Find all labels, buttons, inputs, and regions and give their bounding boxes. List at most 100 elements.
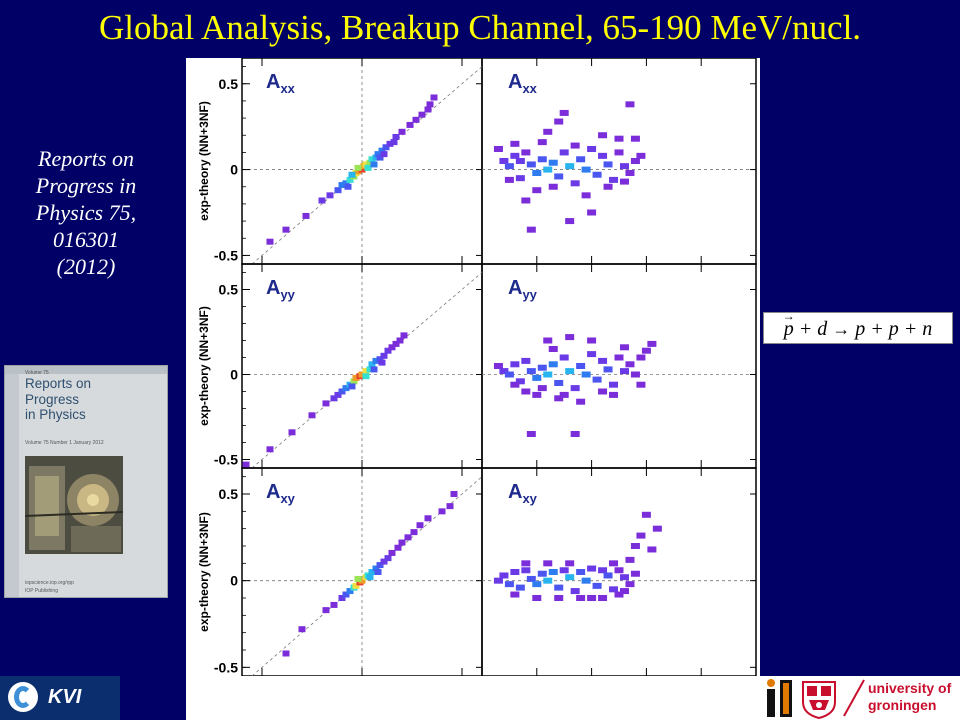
heatmap-cell: [526, 226, 536, 233]
heatmap-cell: [614, 354, 624, 361]
heatmap-cell: [362, 373, 370, 380]
heatmap-cell: [554, 173, 564, 180]
heatmap-cell: [548, 346, 558, 352]
heatmap-cell: [581, 371, 591, 378]
heatmap-cell: [400, 332, 408, 339]
heatmap-cell: [625, 556, 635, 563]
heatmap-cell: [380, 352, 388, 359]
cover-photo: [25, 456, 123, 554]
y-tick-label: 0: [230, 367, 238, 383]
heatmap-cell: [619, 588, 629, 595]
heatmap-cell: [521, 560, 531, 567]
heatmap-cell: [282, 226, 290, 233]
heatmap-cell: [376, 356, 384, 363]
panel-label: Axx: [266, 71, 296, 96]
heatmap-cell: [614, 567, 624, 574]
reaction-plus: +: [798, 318, 813, 340]
heatmap-cell: [598, 388, 608, 395]
heatmap-cell: [510, 361, 520, 368]
heatmap-cell: [609, 381, 619, 388]
heatmap-cell: [532, 187, 542, 194]
heatmap-cell: [543, 577, 553, 584]
heatmap-cell: [570, 385, 580, 392]
heatmap-cell: [587, 145, 597, 152]
chart-svg: -0.5 0 0.5 exp-theory (NN+3NF) Axx Axx -0.5 0 0.…: [197, 58, 757, 715]
panel-label: Ayy: [266, 277, 296, 302]
heatmap-cell: [614, 149, 624, 156]
heatmap-cell: [364, 164, 372, 171]
heatmap-cell: [598, 595, 608, 601]
heatmap-cell: [366, 159, 374, 166]
heatmap-cell: [366, 574, 374, 581]
heatmap-cell: [338, 388, 346, 395]
heatmap-cell: [614, 135, 624, 142]
heatmap-cell: [348, 383, 356, 390]
heatmap-cell: [396, 337, 404, 344]
heatmap-cell: [521, 197, 531, 204]
heatmap-cell: [510, 381, 520, 388]
heatmap-cell: [282, 650, 290, 657]
heatmap-cell: [630, 135, 640, 142]
heatmap-cell: [392, 133, 400, 140]
y-axis-label: exp-theory (NN+3NF): [197, 306, 211, 426]
heatmap-cell: [346, 176, 354, 183]
heatmap-cell: [630, 543, 640, 549]
heatmap-cell: [587, 351, 597, 358]
heatmap-cell: [342, 385, 350, 392]
heatmap-cell: [619, 163, 629, 170]
reaction-deuteron: d: [817, 318, 828, 340]
panel-label: Axy: [266, 481, 296, 506]
heatmap-cell: [609, 391, 619, 398]
heatmap-cell: [322, 607, 330, 614]
heatmap-cell: [598, 152, 608, 159]
heatmap-cell: [406, 121, 414, 128]
heatmap-cell: [625, 581, 635, 588]
cover-publisher: IOP Publishing: [25, 588, 58, 594]
heatmap-cell: [374, 151, 382, 158]
heatmap-cell: [390, 139, 398, 146]
heatmap-cell: [526, 431, 536, 437]
heatmap-cell: [368, 569, 376, 575]
kvi-swirl-logo: KVI: [0, 676, 120, 720]
heatmap-cell: [330, 601, 338, 608]
heatmap-cell: [592, 582, 602, 589]
heatmap-cell: [380, 558, 388, 565]
heatmap-cell: [587, 595, 597, 601]
heatmap-cell: [521, 567, 531, 574]
heatmap-cell: [358, 577, 366, 584]
heatmap-cell: [598, 357, 608, 364]
heatmap-cell: [630, 158, 640, 164]
heatmap-cell: [374, 569, 382, 575]
heatmap-cell: [394, 544, 402, 551]
heatmap-cell: [625, 101, 635, 108]
heatmap-cell: [559, 354, 569, 361]
heatmap-cell: [352, 374, 360, 381]
panel-label: Axx: [508, 71, 538, 96]
heatmap-cell: [424, 515, 432, 522]
heatmap-cell: [576, 595, 586, 601]
reference-line: Progress in: [35, 173, 137, 198]
heatmap-cell: [388, 549, 396, 556]
heatmap-cell: [625, 170, 635, 177]
heatmap-cell: [266, 238, 274, 245]
reference-line: Reports on: [38, 146, 134, 171]
heatmap-cell: [587, 209, 597, 216]
heatmap-cell: [636, 354, 646, 361]
heatmap-cell: [652, 525, 662, 532]
heatmap-cell: [526, 368, 536, 375]
y-axis-label: exp-theory (NN+3NF): [197, 512, 211, 632]
heatmap-cell: [603, 183, 613, 190]
heatmap-cell: [526, 575, 536, 582]
heatmap-cell: [559, 567, 569, 574]
heatmap-cell: [493, 145, 503, 152]
heatmap-cell: [446, 503, 454, 510]
heatmap-cell: [499, 572, 509, 579]
heatmap-cell: [581, 192, 591, 199]
heatmap-cell: [570, 588, 580, 595]
heatmap-cell: [504, 163, 514, 170]
heatmap-cell: [404, 534, 412, 541]
heatmap-cell: [342, 591, 350, 598]
heatmap-cell: [348, 171, 356, 178]
heatmap-cell: [266, 446, 274, 453]
heatmap-cell: [548, 159, 558, 166]
